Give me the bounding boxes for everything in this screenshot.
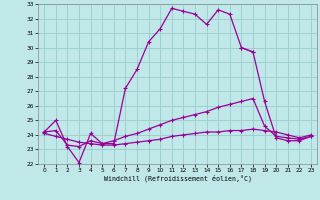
- X-axis label: Windchill (Refroidissement éolien,°C): Windchill (Refroidissement éolien,°C): [104, 175, 252, 182]
